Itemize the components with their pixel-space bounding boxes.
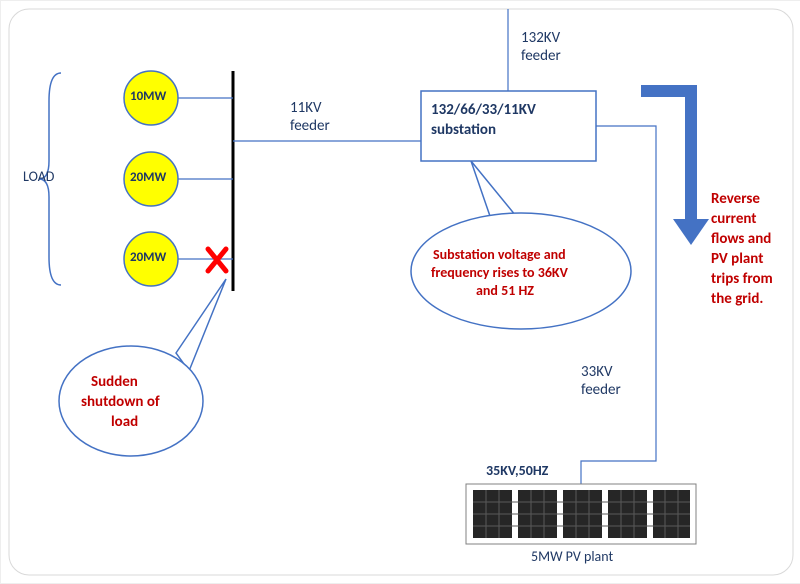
rev-l2: flows and <box>711 230 771 248</box>
load-value-0: 10MW <box>130 89 166 105</box>
rev-l5: the grid. <box>711 290 763 308</box>
load-label: LOAD <box>23 169 54 186</box>
pv-plant-box <box>466 484 696 544</box>
rev-l3: PV plant <box>711 250 763 268</box>
subvolt-l2: frequency rises to 36KV <box>431 265 568 282</box>
diagram-canvas: LOAD 10MW 20MW 20MW 11KV feeder 132KV fe… <box>0 0 800 584</box>
feeder-132kv-label: 132KV feeder <box>521 29 561 65</box>
load-value-2: 20MW <box>130 250 166 266</box>
pv-bottom-label: 5MW PV plant <box>531 549 613 566</box>
sudden-l3: load <box>111 413 138 431</box>
callout-subvolt <box>411 161 631 329</box>
diagram-svg <box>1 1 800 583</box>
feeder-33kv-label: 33KV feeder <box>581 363 621 399</box>
feeder-11kv-label: 11KV feeder <box>290 99 330 135</box>
pv-top-label: 35KV,50HZ <box>486 463 548 480</box>
rev-l4: trips from <box>711 270 773 288</box>
substation-line2: substation <box>431 121 496 139</box>
subvolt-l3: and 51 HZ <box>476 283 534 300</box>
reverse-arrow-icon <box>641 85 709 245</box>
subvolt-l1: Substation voltage and <box>433 247 566 264</box>
rev-l0: Reverse <box>711 190 760 208</box>
load-value-1: 20MW <box>130 170 166 186</box>
rev-l1: current <box>711 210 756 228</box>
callout-sudden <box>59 279 226 456</box>
sudden-l2: shutdown of <box>81 393 160 411</box>
sudden-l1: Sudden <box>91 373 138 391</box>
substation-line1: 132/66/33/11KV <box>431 101 536 119</box>
x-mark-icon <box>208 249 226 271</box>
